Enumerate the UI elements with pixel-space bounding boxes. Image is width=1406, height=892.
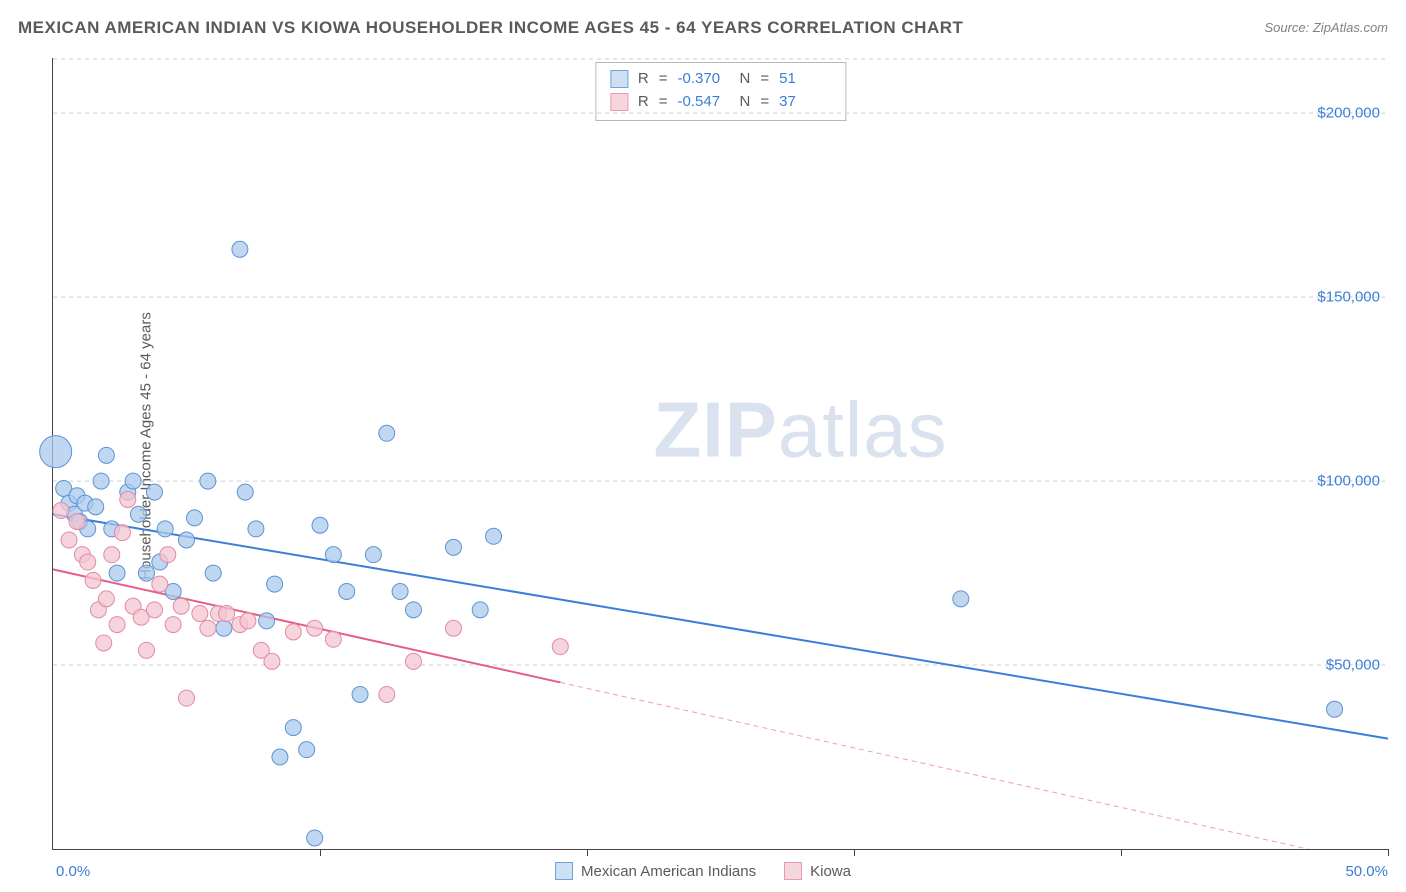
data-point bbox=[98, 447, 114, 463]
data-point bbox=[339, 583, 355, 599]
data-point bbox=[114, 525, 130, 541]
source-attribution: Source: ZipAtlas.com bbox=[1264, 20, 1388, 35]
data-point bbox=[312, 517, 328, 533]
plot-area: ZIPatlas R = -0.370 N = 51 R = -0.547 N … bbox=[52, 58, 1388, 850]
data-point bbox=[96, 635, 112, 651]
data-point bbox=[61, 532, 77, 548]
data-point bbox=[146, 484, 162, 500]
data-point bbox=[264, 653, 280, 669]
data-point bbox=[157, 521, 173, 537]
data-point bbox=[152, 576, 168, 592]
data-point bbox=[216, 620, 232, 636]
trend-line-dashed bbox=[560, 682, 1308, 849]
x-tick bbox=[1388, 849, 1389, 856]
data-point bbox=[392, 583, 408, 599]
data-point bbox=[200, 620, 216, 636]
data-point bbox=[130, 506, 146, 522]
data-point bbox=[219, 606, 235, 622]
data-point bbox=[160, 547, 176, 563]
y-tick-label: $150,000 bbox=[1317, 289, 1380, 306]
data-point bbox=[325, 631, 341, 647]
data-point bbox=[267, 576, 283, 592]
data-point bbox=[109, 565, 125, 581]
data-point bbox=[307, 830, 323, 846]
data-point bbox=[53, 503, 69, 519]
legend-item: Kiowa bbox=[784, 862, 851, 880]
data-point bbox=[109, 617, 125, 633]
data-point bbox=[285, 624, 301, 640]
data-point bbox=[192, 606, 208, 622]
chart-title: MEXICAN AMERICAN INDIAN VS KIOWA HOUSEHO… bbox=[18, 18, 963, 38]
data-point bbox=[165, 617, 181, 633]
data-point bbox=[365, 547, 381, 563]
data-point bbox=[307, 620, 323, 636]
legend-swatch-blue bbox=[555, 862, 573, 880]
data-point bbox=[93, 473, 109, 489]
data-point bbox=[125, 473, 141, 489]
data-point bbox=[69, 514, 85, 530]
x-tick bbox=[320, 849, 321, 856]
data-point bbox=[40, 436, 72, 468]
x-axis-min-label: 0.0% bbox=[56, 863, 90, 880]
data-point bbox=[104, 547, 120, 563]
data-point bbox=[80, 554, 96, 570]
data-point bbox=[240, 613, 256, 629]
data-point bbox=[446, 620, 462, 636]
data-point bbox=[325, 547, 341, 563]
data-point bbox=[379, 425, 395, 441]
scatter-svg bbox=[53, 58, 1388, 849]
data-point bbox=[352, 686, 368, 702]
data-point bbox=[285, 720, 301, 736]
legend-series-label: Kiowa bbox=[810, 863, 851, 880]
data-point bbox=[405, 653, 421, 669]
y-tick-label: $50,000 bbox=[1326, 657, 1380, 674]
data-point bbox=[237, 484, 253, 500]
data-point bbox=[187, 510, 203, 526]
data-point bbox=[120, 491, 136, 507]
data-point bbox=[259, 613, 275, 629]
x-tick bbox=[587, 849, 588, 856]
data-point bbox=[232, 241, 248, 257]
data-point bbox=[179, 690, 195, 706]
data-point bbox=[379, 686, 395, 702]
legend-swatch-pink bbox=[784, 862, 802, 880]
data-point bbox=[205, 565, 221, 581]
data-point bbox=[138, 565, 154, 581]
data-point bbox=[200, 473, 216, 489]
data-point bbox=[486, 528, 502, 544]
data-point bbox=[179, 532, 195, 548]
y-tick-label: $100,000 bbox=[1317, 473, 1380, 490]
data-point bbox=[138, 642, 154, 658]
y-tick-label: $200,000 bbox=[1317, 105, 1380, 122]
correlation-chart: MEXICAN AMERICAN INDIAN VS KIOWA HOUSEHO… bbox=[0, 0, 1406, 892]
data-point bbox=[446, 539, 462, 555]
x-tick bbox=[1121, 849, 1122, 856]
data-point bbox=[1327, 701, 1343, 717]
data-point bbox=[272, 749, 288, 765]
data-point bbox=[88, 499, 104, 515]
data-point bbox=[405, 602, 421, 618]
legend-series-label: Mexican American Indians bbox=[581, 863, 756, 880]
x-axis-max-label: 50.0% bbox=[1345, 863, 1388, 880]
data-point bbox=[472, 602, 488, 618]
data-point bbox=[173, 598, 189, 614]
legend-item: Mexican American Indians bbox=[555, 862, 756, 880]
data-point bbox=[146, 602, 162, 618]
legend-series: Mexican American Indians Kiowa bbox=[555, 862, 851, 880]
data-point bbox=[953, 591, 969, 607]
data-point bbox=[248, 521, 264, 537]
data-point bbox=[299, 742, 315, 758]
x-tick bbox=[854, 849, 855, 856]
data-point bbox=[552, 639, 568, 655]
data-point bbox=[98, 591, 114, 607]
data-point bbox=[85, 572, 101, 588]
